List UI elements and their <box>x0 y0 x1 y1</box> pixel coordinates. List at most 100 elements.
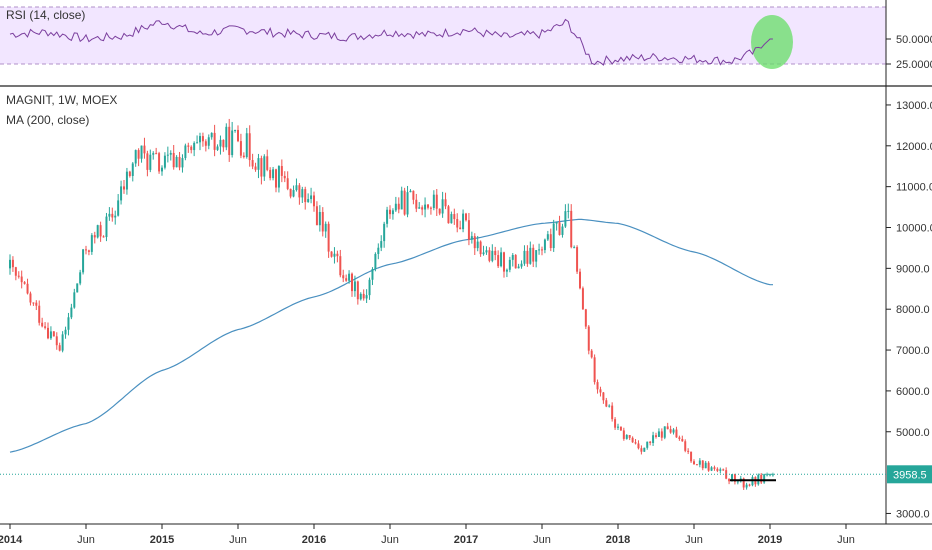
last-price-label: 3958.5 <box>893 469 927 481</box>
candle-down <box>23 282 26 284</box>
candle-up <box>307 199 310 203</box>
candle-down <box>532 247 535 262</box>
candle-down <box>313 195 315 207</box>
candle-up <box>120 186 123 201</box>
candle-down <box>275 169 277 188</box>
candle-down <box>701 460 704 469</box>
candle-down <box>403 190 406 215</box>
candle-down <box>549 234 552 249</box>
candle-up <box>49 331 52 339</box>
candle-down <box>237 129 239 142</box>
candle-up <box>391 210 394 215</box>
candle-up <box>161 167 163 172</box>
candle-up <box>485 250 488 253</box>
candle-down <box>541 249 543 251</box>
candle-down <box>412 190 415 200</box>
time-tick-label: Jun <box>229 534 247 546</box>
candle-down <box>576 247 579 272</box>
candle-down <box>467 220 470 240</box>
candle-down <box>41 322 44 327</box>
candle-down <box>38 305 41 323</box>
candle-down <box>123 186 125 190</box>
candle-down <box>32 302 35 304</box>
time-tick-label: 2014 <box>0 534 23 546</box>
candle-up <box>96 225 99 238</box>
time-tick-label: Jun <box>381 534 399 546</box>
time-tick-label: 2016 <box>302 534 326 546</box>
candle-up <box>152 153 155 155</box>
candle-down <box>421 207 424 210</box>
price-panel[interactable]: MAGNIT, 1W, MOEX MA (200, close) <box>0 93 886 490</box>
rsi-tick-label: 50.0000 <box>896 34 932 46</box>
candle-up <box>710 467 713 471</box>
candle-down <box>453 214 456 220</box>
price-tick-label: 5000.0 <box>896 427 930 439</box>
candle-down <box>146 153 149 170</box>
ma-label: MA (200, close) <box>6 113 89 127</box>
candle-down <box>742 478 745 488</box>
candle-down <box>681 438 684 442</box>
candle-up <box>450 214 453 224</box>
candle-up <box>64 329 67 335</box>
candle-up <box>704 462 707 469</box>
rsi-highlight-circle <box>751 15 793 69</box>
candle-up <box>441 199 444 214</box>
candle-up <box>134 150 137 164</box>
candle-down <box>526 250 529 264</box>
candle-down <box>447 206 450 224</box>
candle-down <box>748 484 751 486</box>
candle-down <box>280 166 283 176</box>
candle-down <box>11 259 14 268</box>
price-tick-label: 10000.0 <box>896 223 932 235</box>
candle-down <box>590 350 593 358</box>
candle-up <box>263 156 266 177</box>
candle-down <box>35 302 38 306</box>
candle-down <box>514 255 517 269</box>
candle-down <box>111 213 114 218</box>
candle-up <box>608 405 611 407</box>
candle-up <box>543 239 546 251</box>
candle-down <box>289 188 292 197</box>
candle-down <box>473 236 476 249</box>
candle-down <box>389 209 391 215</box>
candle-down <box>660 431 663 438</box>
candle-down <box>128 171 131 176</box>
candle-up <box>643 447 646 452</box>
price-tick-label: 8000.0 <box>896 304 930 316</box>
time-axis[interactable]: 2014 Jun 2015 Jun 2016 Jun 2017 Jun 2018 Jun 2019 J… <box>0 524 855 546</box>
candle-up <box>377 247 380 254</box>
candle-down <box>760 474 763 483</box>
candle-up <box>535 250 538 262</box>
price-axis[interactable]: 13000.0 12000.0 11000.0 10000.0 9000.0 8000.0… <box>886 100 932 521</box>
candle-down <box>649 441 652 443</box>
rsi-line <box>9 18 773 66</box>
candle-up <box>193 142 196 151</box>
candle-up <box>500 252 503 267</box>
candle-down <box>429 207 432 209</box>
candle-up <box>523 250 526 264</box>
price-tick-label: 7000.0 <box>896 345 930 357</box>
candle-down <box>579 271 581 289</box>
candle-up <box>766 474 769 476</box>
candle-up <box>552 223 555 249</box>
candle-up <box>731 474 733 482</box>
candle-down <box>44 326 47 328</box>
candle-up <box>257 158 260 170</box>
candle-down <box>248 133 251 161</box>
candle-up <box>769 474 771 476</box>
candle-down <box>494 250 497 256</box>
candle-up <box>663 426 666 438</box>
candle-up <box>646 441 649 448</box>
candle-down <box>581 288 584 310</box>
candle-up <box>79 272 82 284</box>
rsi-label: RSI (14, close) <box>6 8 85 22</box>
candle-down <box>397 203 400 210</box>
candle-down <box>187 145 190 147</box>
candle-up <box>359 293 362 300</box>
candle-down <box>558 222 561 235</box>
candle-up <box>476 241 479 249</box>
candle-up <box>561 226 564 235</box>
candle-down <box>693 461 695 465</box>
candle-down <box>85 249 87 251</box>
